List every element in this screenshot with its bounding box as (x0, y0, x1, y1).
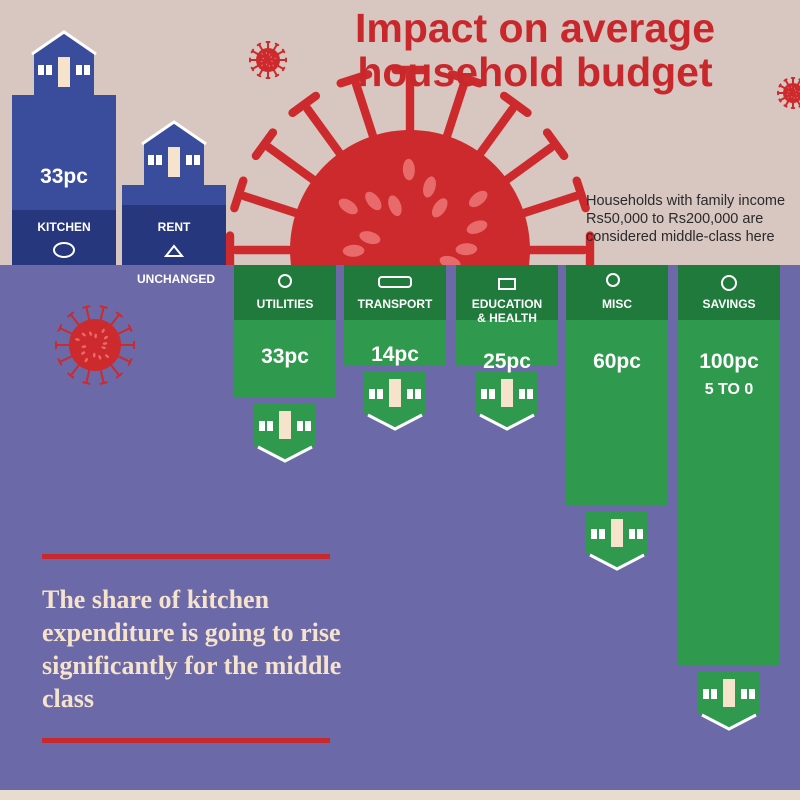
bar-misc (566, 265, 668, 571)
income-note: Households with family income Rs50,000 t… (586, 192, 800, 246)
gears-icon (606, 273, 620, 287)
bar-savings (678, 265, 780, 731)
accent-line-top (42, 554, 330, 559)
bar-rent (122, 120, 226, 265)
light-bulb-icon (278, 274, 292, 288)
data-label-transport: 14pc (371, 343, 419, 366)
bar-kitchen (12, 30, 116, 265)
page-title: Impact on average household budget (354, 5, 716, 95)
category-label-rent: RENT (157, 220, 191, 234)
accent-line-bottom (42, 738, 330, 743)
house-icon (163, 244, 185, 257)
bars-group (12, 30, 780, 731)
category-label-savings: SAVINGS (702, 297, 756, 311)
data-label-savings: 100pc (699, 350, 759, 373)
money-bag-icon (721, 275, 737, 291)
data-label-education-health: 25pc (483, 350, 531, 373)
bar-education-health (456, 265, 558, 431)
category-label-utilities: UTILITIES (256, 297, 314, 311)
category-icons (53, 242, 737, 291)
category-label-transport: TRANSPORT (357, 297, 433, 311)
rent-unchanged-label: UNCHANGED (137, 272, 215, 286)
data-label-utilities: 33pc (261, 345, 309, 368)
category-label-kitchen: KITCHEN (37, 220, 91, 234)
income-note-line-3: considered middle-class here (586, 229, 775, 245)
bottom-strip (0, 790, 800, 800)
category-label-misc: MISC (602, 297, 632, 311)
income-note-line-2: Rs50,000 to Rs200,000 are (586, 211, 764, 227)
bar-transport (344, 265, 446, 431)
apple-books-icon (498, 278, 516, 290)
data-label-kitchen: 33pc (40, 165, 88, 188)
data-label-misc: 60pc (593, 350, 641, 373)
car-icon (378, 276, 412, 288)
kitchen-callout: The share of kitchen expenditure is goin… (42, 585, 342, 713)
small-virus-icon (249, 41, 287, 79)
small-virus-icon (777, 77, 800, 109)
category-label-education-health: EDUCATION & HEALTH (471, 297, 543, 325)
savings-annotation: 5 TO 0 (704, 381, 754, 398)
small-virus-icon (55, 305, 135, 385)
income-note-line-1: Households with family income (586, 193, 786, 209)
cooking-pot-icon (53, 242, 75, 258)
